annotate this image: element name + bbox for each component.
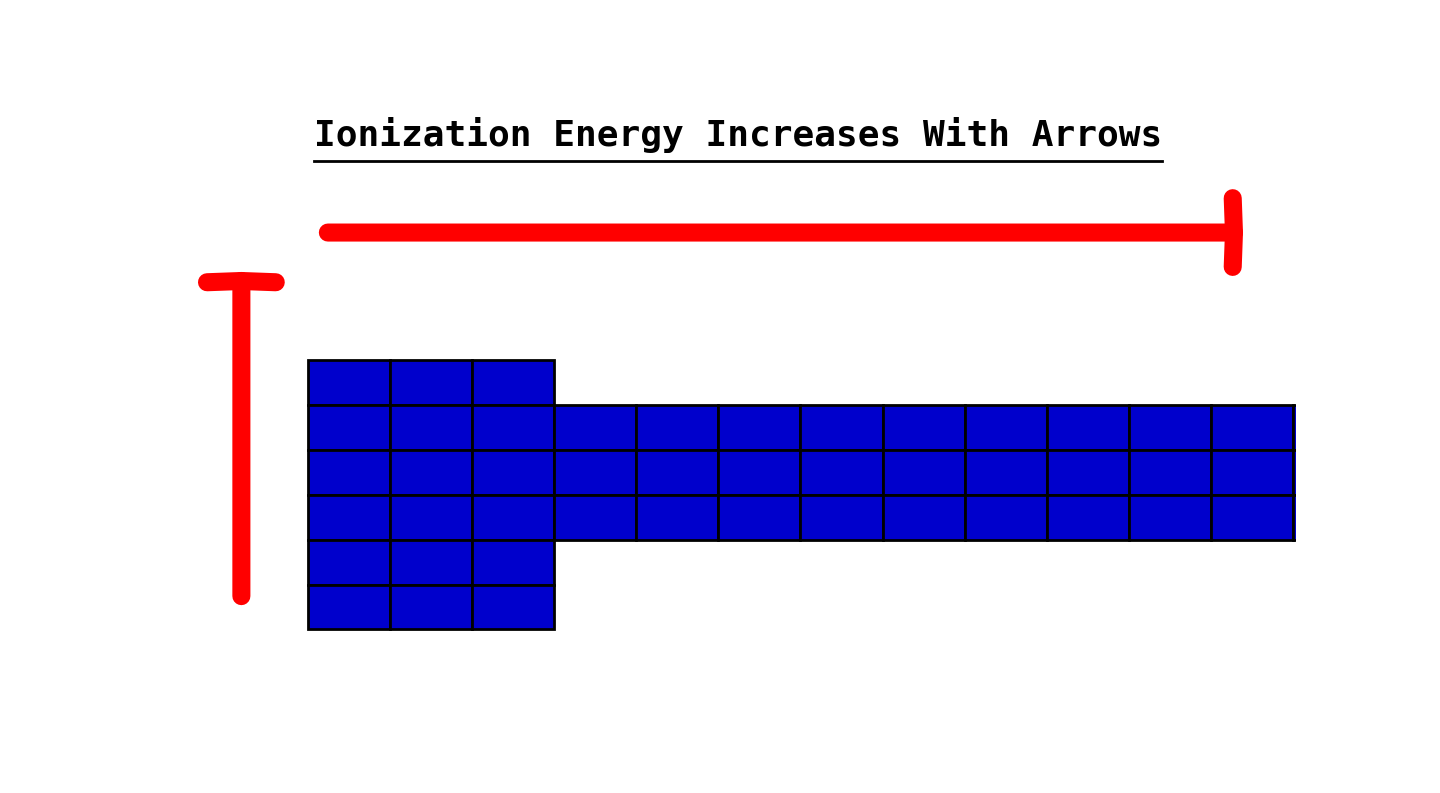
- Bar: [1211, 495, 1293, 540]
- Bar: [472, 405, 554, 450]
- Bar: [1211, 405, 1293, 450]
- Bar: [472, 360, 554, 405]
- Bar: [965, 450, 1047, 495]
- Bar: [1129, 405, 1211, 450]
- Bar: [801, 450, 883, 495]
- Bar: [1211, 450, 1293, 495]
- Bar: [1129, 450, 1211, 495]
- Bar: [308, 360, 390, 405]
- Bar: [636, 450, 719, 495]
- Bar: [883, 405, 965, 450]
- Bar: [801, 405, 883, 450]
- Bar: [472, 450, 554, 495]
- Bar: [719, 450, 801, 495]
- Bar: [1293, 405, 1375, 450]
- Text: Ionization Energy Increases With Arrows: Ionization Energy Increases With Arrows: [314, 117, 1162, 153]
- Bar: [883, 495, 965, 540]
- Bar: [308, 495, 390, 540]
- Bar: [390, 405, 472, 450]
- Bar: [1375, 495, 1440, 540]
- Bar: [472, 495, 554, 540]
- Bar: [965, 495, 1047, 540]
- Bar: [1375, 450, 1440, 495]
- Bar: [1047, 450, 1129, 495]
- Bar: [1375, 405, 1440, 450]
- Bar: [883, 450, 965, 495]
- Bar: [308, 540, 390, 584]
- Bar: [554, 450, 636, 495]
- Bar: [1047, 495, 1129, 540]
- Bar: [308, 584, 390, 630]
- Bar: [554, 495, 636, 540]
- Bar: [472, 540, 554, 584]
- Bar: [801, 495, 883, 540]
- Bar: [390, 540, 472, 584]
- Bar: [636, 495, 719, 540]
- Bar: [1293, 450, 1375, 495]
- Bar: [390, 450, 472, 495]
- Bar: [472, 584, 554, 630]
- Bar: [390, 584, 472, 630]
- Bar: [719, 405, 801, 450]
- Bar: [554, 405, 636, 450]
- Bar: [636, 405, 719, 450]
- Bar: [1129, 495, 1211, 540]
- Bar: [965, 405, 1047, 450]
- Bar: [1293, 495, 1375, 540]
- Bar: [390, 495, 472, 540]
- Bar: [308, 405, 390, 450]
- Bar: [308, 450, 390, 495]
- Bar: [1047, 405, 1129, 450]
- Bar: [390, 360, 472, 405]
- Bar: [719, 495, 801, 540]
